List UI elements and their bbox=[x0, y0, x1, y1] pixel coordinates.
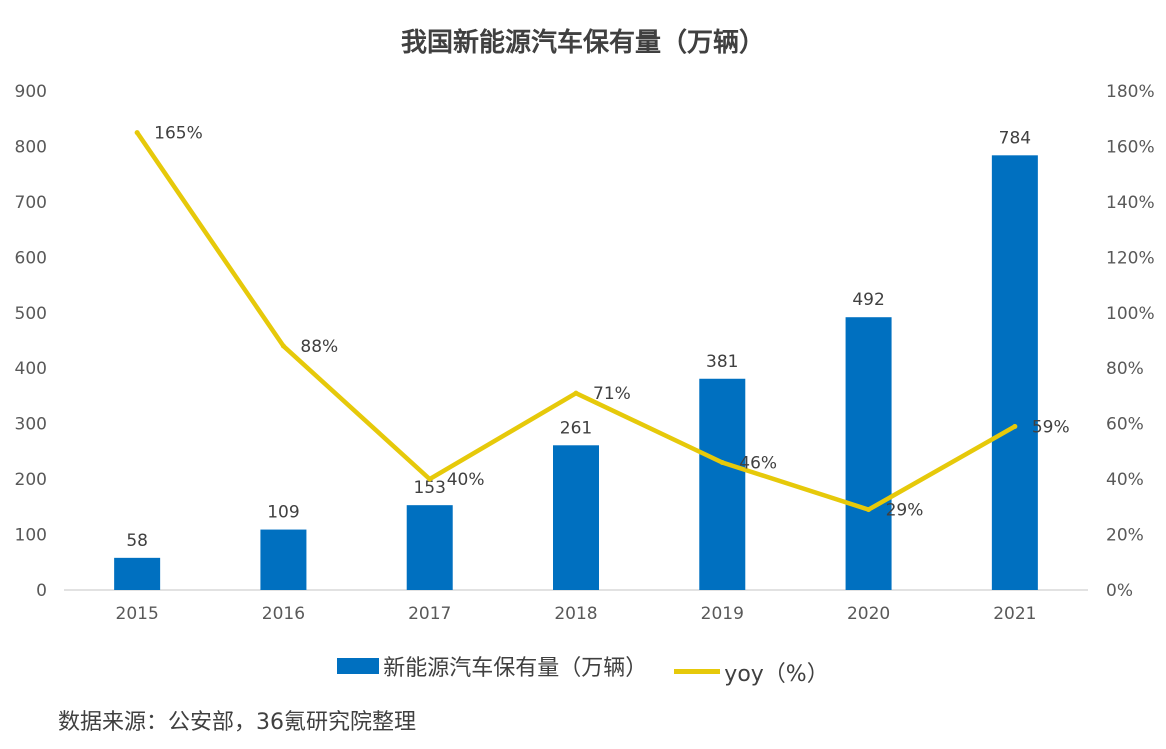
legend: 新能源汽车保有量（万辆） yoy（%） bbox=[0, 650, 1166, 688]
bar-data-label: 153 bbox=[413, 478, 445, 498]
bar-data-label: 109 bbox=[267, 503, 299, 523]
y-left-tick-label: 300 bbox=[15, 415, 47, 435]
x-tick-label: 2019 bbox=[701, 604, 744, 624]
y-right-tick-label: 120% bbox=[1106, 248, 1155, 268]
bar-data-label: 58 bbox=[126, 531, 148, 551]
bar-data-label: 381 bbox=[706, 352, 738, 372]
x-tick-label: 2021 bbox=[993, 604, 1036, 624]
bar-data-label: 492 bbox=[852, 290, 884, 310]
legend-bar-swatch bbox=[337, 658, 380, 674]
bar bbox=[553, 445, 599, 590]
y-left-tick-label: 400 bbox=[15, 359, 47, 379]
bar bbox=[260, 529, 307, 590]
legend-line-label: yoy（%） bbox=[724, 661, 829, 687]
y-right-tick-label: 0% bbox=[1106, 581, 1133, 601]
y-left-tick-label: 200 bbox=[15, 470, 47, 490]
bar bbox=[699, 378, 746, 590]
y-right-tick-label: 140% bbox=[1106, 193, 1155, 213]
yoy-data-label: 46% bbox=[739, 453, 777, 473]
yoy-point bbox=[134, 130, 140, 136]
yoy-point bbox=[719, 459, 725, 465]
y-right-tick-label: 20% bbox=[1106, 526, 1144, 546]
y-left-tick-label: 0 bbox=[36, 581, 47, 601]
source-note: 数据来源：公安部，36氪研究院整理 bbox=[58, 710, 416, 735]
yoy-point bbox=[1012, 423, 1018, 429]
yoy-point bbox=[866, 507, 872, 513]
bar bbox=[114, 557, 161, 590]
y-right-tick-label: 100% bbox=[1106, 304, 1155, 324]
y-right-tick-label: 40% bbox=[1106, 470, 1144, 490]
y-right-tick-label: 80% bbox=[1106, 359, 1144, 379]
legend-item-line: yoy（%） bbox=[674, 656, 829, 688]
y-left-tick-label: 600 bbox=[15, 248, 47, 268]
bar bbox=[845, 317, 892, 590]
bar bbox=[406, 505, 453, 590]
yoy-data-label: 40% bbox=[447, 470, 485, 490]
y-right-tick-label: 180% bbox=[1106, 82, 1155, 102]
legend-line-swatch bbox=[674, 669, 721, 674]
x-tick-label: 2015 bbox=[116, 604, 159, 624]
legend-bar-label: 新能源汽车保有量（万辆） bbox=[383, 656, 648, 681]
yoy-data-label: 88% bbox=[300, 337, 338, 357]
y-left-tick-label: 700 bbox=[15, 193, 47, 213]
yoy-point bbox=[573, 390, 579, 396]
x-tick-label: 2018 bbox=[554, 604, 597, 624]
y-left-tick-label: 100 bbox=[15, 526, 47, 546]
y-right-tick-label: 60% bbox=[1106, 415, 1144, 435]
bar-data-label: 261 bbox=[560, 418, 592, 438]
yoy-point bbox=[280, 343, 286, 349]
y-right-tick-label: 160% bbox=[1106, 137, 1155, 157]
x-tick-label: 2016 bbox=[262, 604, 305, 624]
yoy-data-label: 165% bbox=[154, 124, 203, 144]
legend-item-bar: 新能源汽车保有量（万辆） bbox=[337, 650, 647, 682]
yoy-data-label: 59% bbox=[1032, 417, 1070, 437]
y-left-tick-label: 500 bbox=[15, 304, 47, 324]
bar bbox=[991, 155, 1038, 590]
yoy-data-label: 71% bbox=[593, 384, 631, 404]
bar-data-label: 784 bbox=[999, 128, 1031, 148]
chart-title: 我国新能源汽车保有量（万辆） bbox=[400, 28, 765, 58]
y-left-tick-label: 800 bbox=[15, 137, 47, 157]
x-tick-label: 2017 bbox=[408, 604, 451, 624]
yoy-data-label: 29% bbox=[886, 501, 924, 521]
yoy-point bbox=[427, 476, 433, 482]
y-left-tick-label: 900 bbox=[15, 82, 47, 102]
x-tick-label: 2020 bbox=[847, 604, 890, 624]
